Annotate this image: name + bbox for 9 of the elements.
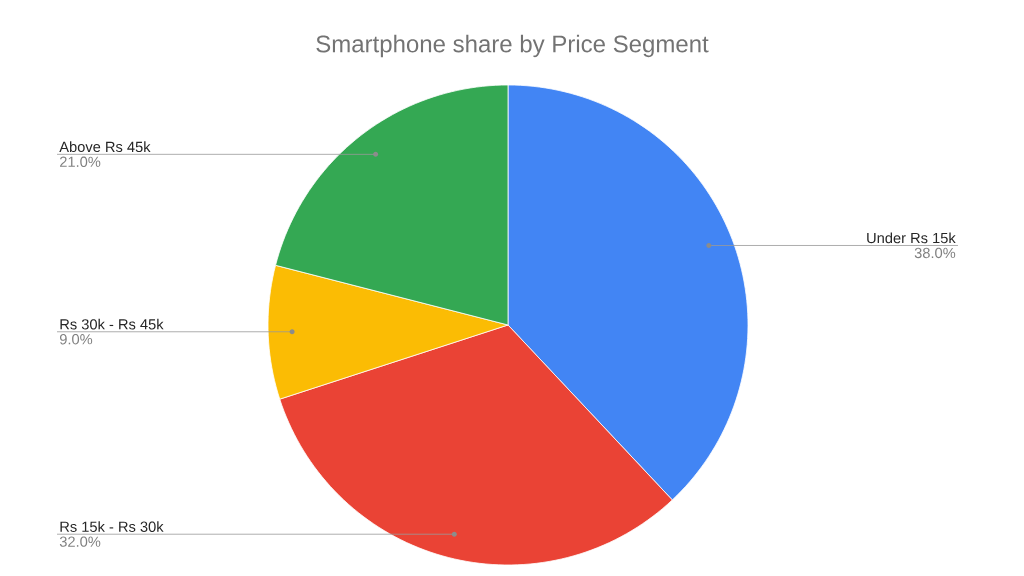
slice-label: Above Rs 45k xyxy=(59,141,151,153)
slice-label: Rs 30k - Rs 45k xyxy=(60,318,164,330)
data-label: 32.0% xyxy=(59,536,101,547)
data-label: 21.0% xyxy=(60,156,101,167)
data-label: 38.0% xyxy=(914,247,956,259)
slice-label: Under Rs 15k xyxy=(867,232,956,244)
data-label: 9.0% xyxy=(59,334,93,345)
slice-label: Rs 15k - Rs 30k xyxy=(60,521,164,532)
chart-title: Smartphone share by Price Segment xyxy=(316,34,709,58)
